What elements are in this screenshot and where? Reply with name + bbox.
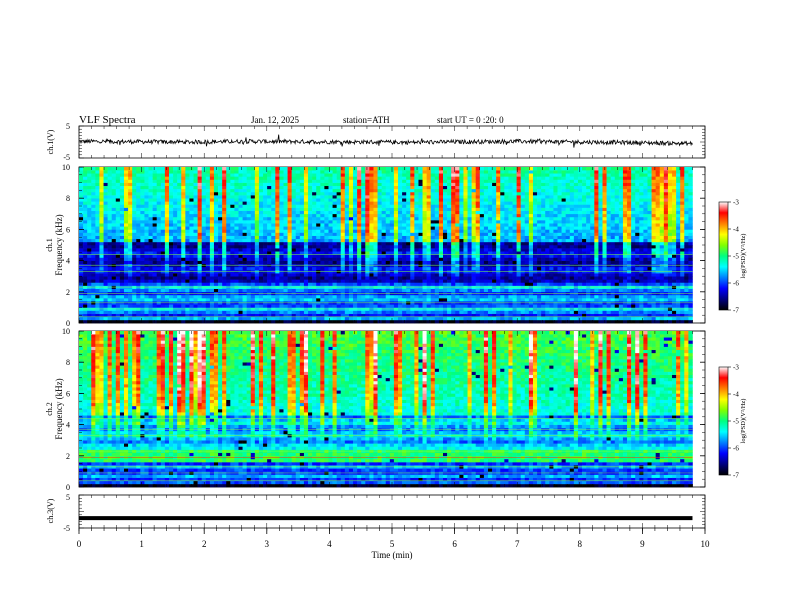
spectrogram-ytick-label: 6 (66, 389, 70, 398)
spectrogram-ytick-label: 8 (66, 194, 70, 203)
time-axis: 0 1 2 3 4 5 6 7 8 9 10 (77, 126, 710, 549)
ch1-ytick-min: -5 (63, 153, 70, 162)
colorbar-tick-label: -7 (733, 472, 739, 480)
spectrogram-ytick-label: 10 (62, 163, 70, 172)
time-axis-tick-label: 6 (452, 539, 457, 549)
ch1-colorbar: -3 -4 -5 -6 -7 log(PSD)(V²/Hz) (718, 199, 747, 315)
colorbar-tick-label: -6 (733, 445, 739, 453)
ch2-spectrogram-ylabel-channel: ch.2 (45, 402, 54, 416)
ch3-ytick-max: 5 (66, 493, 70, 502)
colorbar-tick-label: -5 (733, 253, 739, 261)
colorbar-tick-label: -4 (733, 391, 739, 399)
time-axis-tick-label: 4 (327, 539, 332, 549)
colorbar-label: log(PSD)(V²/Hz) (740, 234, 747, 279)
time-axis-tick-label: 5 (390, 539, 395, 549)
ch1-waveform-line (78, 134, 693, 148)
colorbar-gradient (718, 366, 729, 476)
time-axis-tick-label: 9 (640, 539, 645, 549)
time-axis-tick-label: 1 (139, 539, 144, 549)
time-axis-tick-label: 3 (265, 539, 270, 549)
ch1-spectrogram-heatmap (79, 167, 693, 324)
spectrogram-ytick-label: 2 (66, 452, 70, 461)
time-axis-tick-label: 10 (701, 539, 711, 549)
spectrogram-ytick-label: 6 (66, 225, 70, 234)
ch1-waveform-ylabel: ch.1(V) (46, 129, 55, 154)
spectrogram-ytick-label: 4 (66, 257, 70, 266)
spectrogram-ytick-label: 4 (66, 421, 70, 430)
time-axis-tick-label: 2 (202, 539, 207, 549)
colorbar-label: log(PSD)(V²/Hz) (740, 399, 747, 444)
colorbar-tick-label: -6 (733, 280, 739, 288)
colorbar-tick-label: -4 (733, 226, 739, 234)
time-axis-label: Time (min) (372, 550, 413, 560)
spectrogram-ytick-label: 10 (62, 327, 70, 336)
ch1-spectrogram-ylabel-frequency: Frequency (kHz) (54, 214, 64, 275)
ch1-spectrogram-ylabel-channel: ch.1 (45, 238, 54, 252)
colorbar-tick-label: -3 (733, 364, 739, 372)
ch2-spectrogram-heatmap (79, 331, 693, 488)
chart-title: VLF Spectra (79, 114, 136, 126)
station-label: station=ATH (343, 115, 390, 125)
date-label: Jan. 12, 2025 (251, 115, 299, 125)
start-time-label: start UT = 0 :20: 0 (437, 115, 504, 125)
colorbar-tick-label: -7 (733, 307, 739, 315)
ch2-spectrogram-panel: 0 2 4 6 8 10 ch.2 Frequency (kHz) (45, 327, 706, 492)
ch1-ytick-max: 5 (66, 122, 70, 131)
spectrogram-ytick-label: 8 (66, 358, 70, 367)
spectrogram-ytick-label: 0 (66, 483, 70, 492)
time-axis-tick-label: 8 (578, 539, 583, 549)
time-axis-tick-label: 7 (515, 539, 520, 549)
colorbar-tick-label: -3 (733, 199, 739, 207)
ch2-spectrogram-ylabel-frequency: Frequency (kHz) (54, 378, 64, 439)
spectrogram-ytick-label: 2 (66, 288, 70, 297)
spectrogram-ytick-label: 0 (66, 319, 70, 328)
colorbar-tick-label: -5 (733, 418, 739, 426)
ch2-colorbar: -3 -4 -5 -6 -7 log(PSD)(V²/Hz) (718, 364, 747, 480)
ch3-waveform-ylabel: ch.3(V) (46, 498, 55, 523)
colorbar-gradient (718, 201, 729, 311)
time-axis-tick-label: 0 (77, 539, 82, 549)
ch3-waveform-panel: 5 -5 ch.3(V) (46, 493, 706, 533)
ch3-ytick-min: -5 (63, 524, 70, 533)
ch1-waveform-panel: 5 -5 ch.1(V) (46, 122, 706, 162)
ch1-spectrogram-panel: 0 2 4 6 8 10 ch.1 Frequency (kHz) (45, 163, 706, 328)
